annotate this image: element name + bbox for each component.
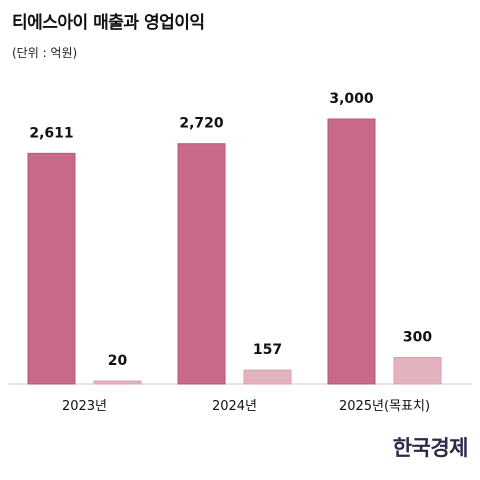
bar-revenue-1 (177, 143, 226, 385)
bar-operating-profit-0 (93, 380, 142, 385)
x-tick-label: 2023년 (62, 399, 107, 414)
value-label: 157 (253, 342, 282, 358)
value-label: 2,611 (29, 125, 73, 141)
bar-operating-profit-2 (393, 357, 442, 385)
unit-label: (단위 : 억원) (12, 46, 78, 60)
bar-revenue-2 (327, 118, 376, 385)
value-label: 2,720 (179, 116, 224, 132)
bar-revenue-0 (27, 152, 76, 385)
publisher-logo: 한국경제 (392, 435, 469, 460)
value-label: 3,000 (329, 91, 374, 107)
x-tick-label: 2024년 (212, 399, 257, 414)
bar-operating-profit-1 (243, 369, 292, 385)
chart-title: 티에스아이 매출과 영업이익 (12, 13, 205, 33)
value-label: 300 (403, 330, 432, 346)
x-tick-label: 2025년(목표치) (339, 399, 430, 414)
value-label: 20 (108, 353, 128, 369)
